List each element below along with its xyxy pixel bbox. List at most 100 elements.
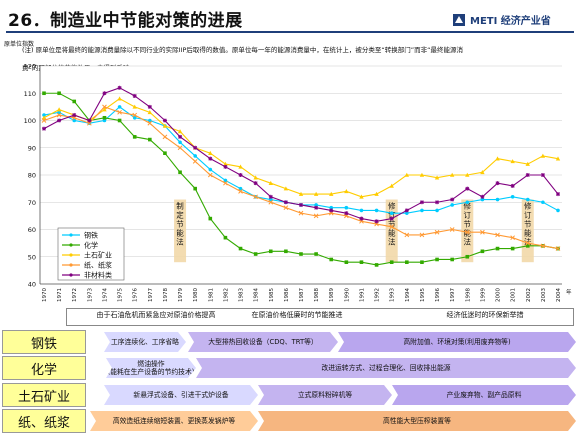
row-label: 钢铁 [2,330,86,354]
data-point [268,180,273,185]
x-tick-label: 2000 [496,288,502,302]
data-point [207,172,213,178]
y-tick-label: 120 [24,63,36,71]
data-point [148,137,152,142]
data-point [238,173,243,177]
data-point [435,257,439,262]
legend-label: 土石矿业 [84,251,112,260]
x-tick-label: 1983 [239,288,245,302]
law-annotation-char: 节 [388,220,396,229]
data-point [480,249,485,254]
data-point [314,252,318,256]
legend-label: 纸、纸浆 [84,261,112,270]
x-tick-label: 1972 [72,288,78,302]
data-point [72,99,77,104]
title-rule [6,31,574,33]
data-point [208,167,213,172]
row-label: 土石矿业 [2,383,86,407]
data-point [435,208,439,213]
data-point [404,208,409,213]
data-point [102,107,107,112]
data-point [298,191,304,196]
y-tick-label: 70 [28,199,36,207]
data-point [117,96,122,101]
x-tick-label: 1989 [329,288,335,302]
data-point [435,200,440,205]
data-point [57,110,61,115]
data-point [525,244,530,248]
legend-label: 非材料类 [84,271,112,280]
data-point [465,172,470,177]
x-tick-label: 1990 [344,288,350,302]
x-tick-label: 1977 [148,288,154,302]
law-annotation-box [385,199,398,263]
data-point [132,93,137,98]
legend-marker [69,273,73,277]
x-tick-label: 1987 [299,288,305,302]
law-annotation-char: 定 [176,210,184,220]
data-point [495,181,500,186]
timeline-header-frame [66,308,574,326]
x-tick-label: 1991 [359,288,365,302]
x-tick-label: 1978 [163,288,169,302]
timeline-measure-arrow: 新悬浮式设备、引进干式炉设备 [104,385,258,405]
data-point [268,199,274,205]
data-point [344,211,349,216]
data-point [555,156,561,161]
legend-label: 化学 [84,241,98,250]
legend-marker [69,233,73,237]
law-annotation-char: 法 [524,237,532,247]
data-point [178,170,182,175]
data-point [253,181,258,186]
meti-logo-icon [453,13,465,26]
x-tick-label: 1985 [269,288,275,302]
data-point [314,203,318,207]
data-point [56,107,62,112]
data-point [404,232,410,238]
data-point [117,105,122,109]
timeline-era-label: 由于石油危机而紧急应对原油价格提高 [96,311,216,319]
row-label: 纸、纸浆 [2,409,86,433]
law-annotation-char: 能 [524,228,532,238]
data-point [359,260,364,264]
y-tick-label: 60 [28,226,36,234]
data-point [344,189,349,194]
data-point [540,173,545,177]
x-tick-label: 1984 [254,288,260,302]
data-point [313,213,319,219]
x-tick-label: 1975 [118,288,124,302]
data-point [495,197,500,202]
data-point [525,197,530,202]
data-point [268,194,273,199]
x-tick-label: 1988 [314,288,320,302]
timeline-era-label: 在原油价格低廉时的节能推进 [251,311,343,319]
law-annotation-char: 订 [524,210,532,220]
data-point [102,115,107,120]
data-point [419,232,425,238]
x-tick-label: 2004 [556,288,562,302]
data-point [284,249,288,254]
data-point [87,118,92,123]
y-tick-label: 110 [24,90,36,98]
x-tick-label: 1973 [87,288,93,302]
data-point [525,173,530,177]
y-tick-label: 80 [28,172,36,180]
x-tick-label: 1999 [480,288,486,302]
law-annotation-char: 法 [176,237,184,247]
x-tick-label: 1971 [57,288,63,302]
data-point [283,205,289,211]
data-point [283,186,289,191]
x-tick-label: 1986 [284,288,290,302]
data-point [253,194,259,200]
law-annotation-char: 订 [464,210,472,220]
data-point [162,134,168,140]
data-point [223,164,228,169]
data-point [57,91,61,96]
law-annotation-char: 节 [464,220,472,229]
x-tick-label: 1981 [208,288,214,302]
note-line-1: (注) 原单位是将最终的能源消费量除以不同行业的实际IIP后取得的数值。原单位每… [22,46,463,54]
data-point [420,260,424,264]
legend-marker [69,263,73,267]
timeline-era-label: 经济低迷时的环保新举措 [446,311,524,319]
timeline-measure-arrow: 工序连续化、工序省略 [104,332,186,352]
